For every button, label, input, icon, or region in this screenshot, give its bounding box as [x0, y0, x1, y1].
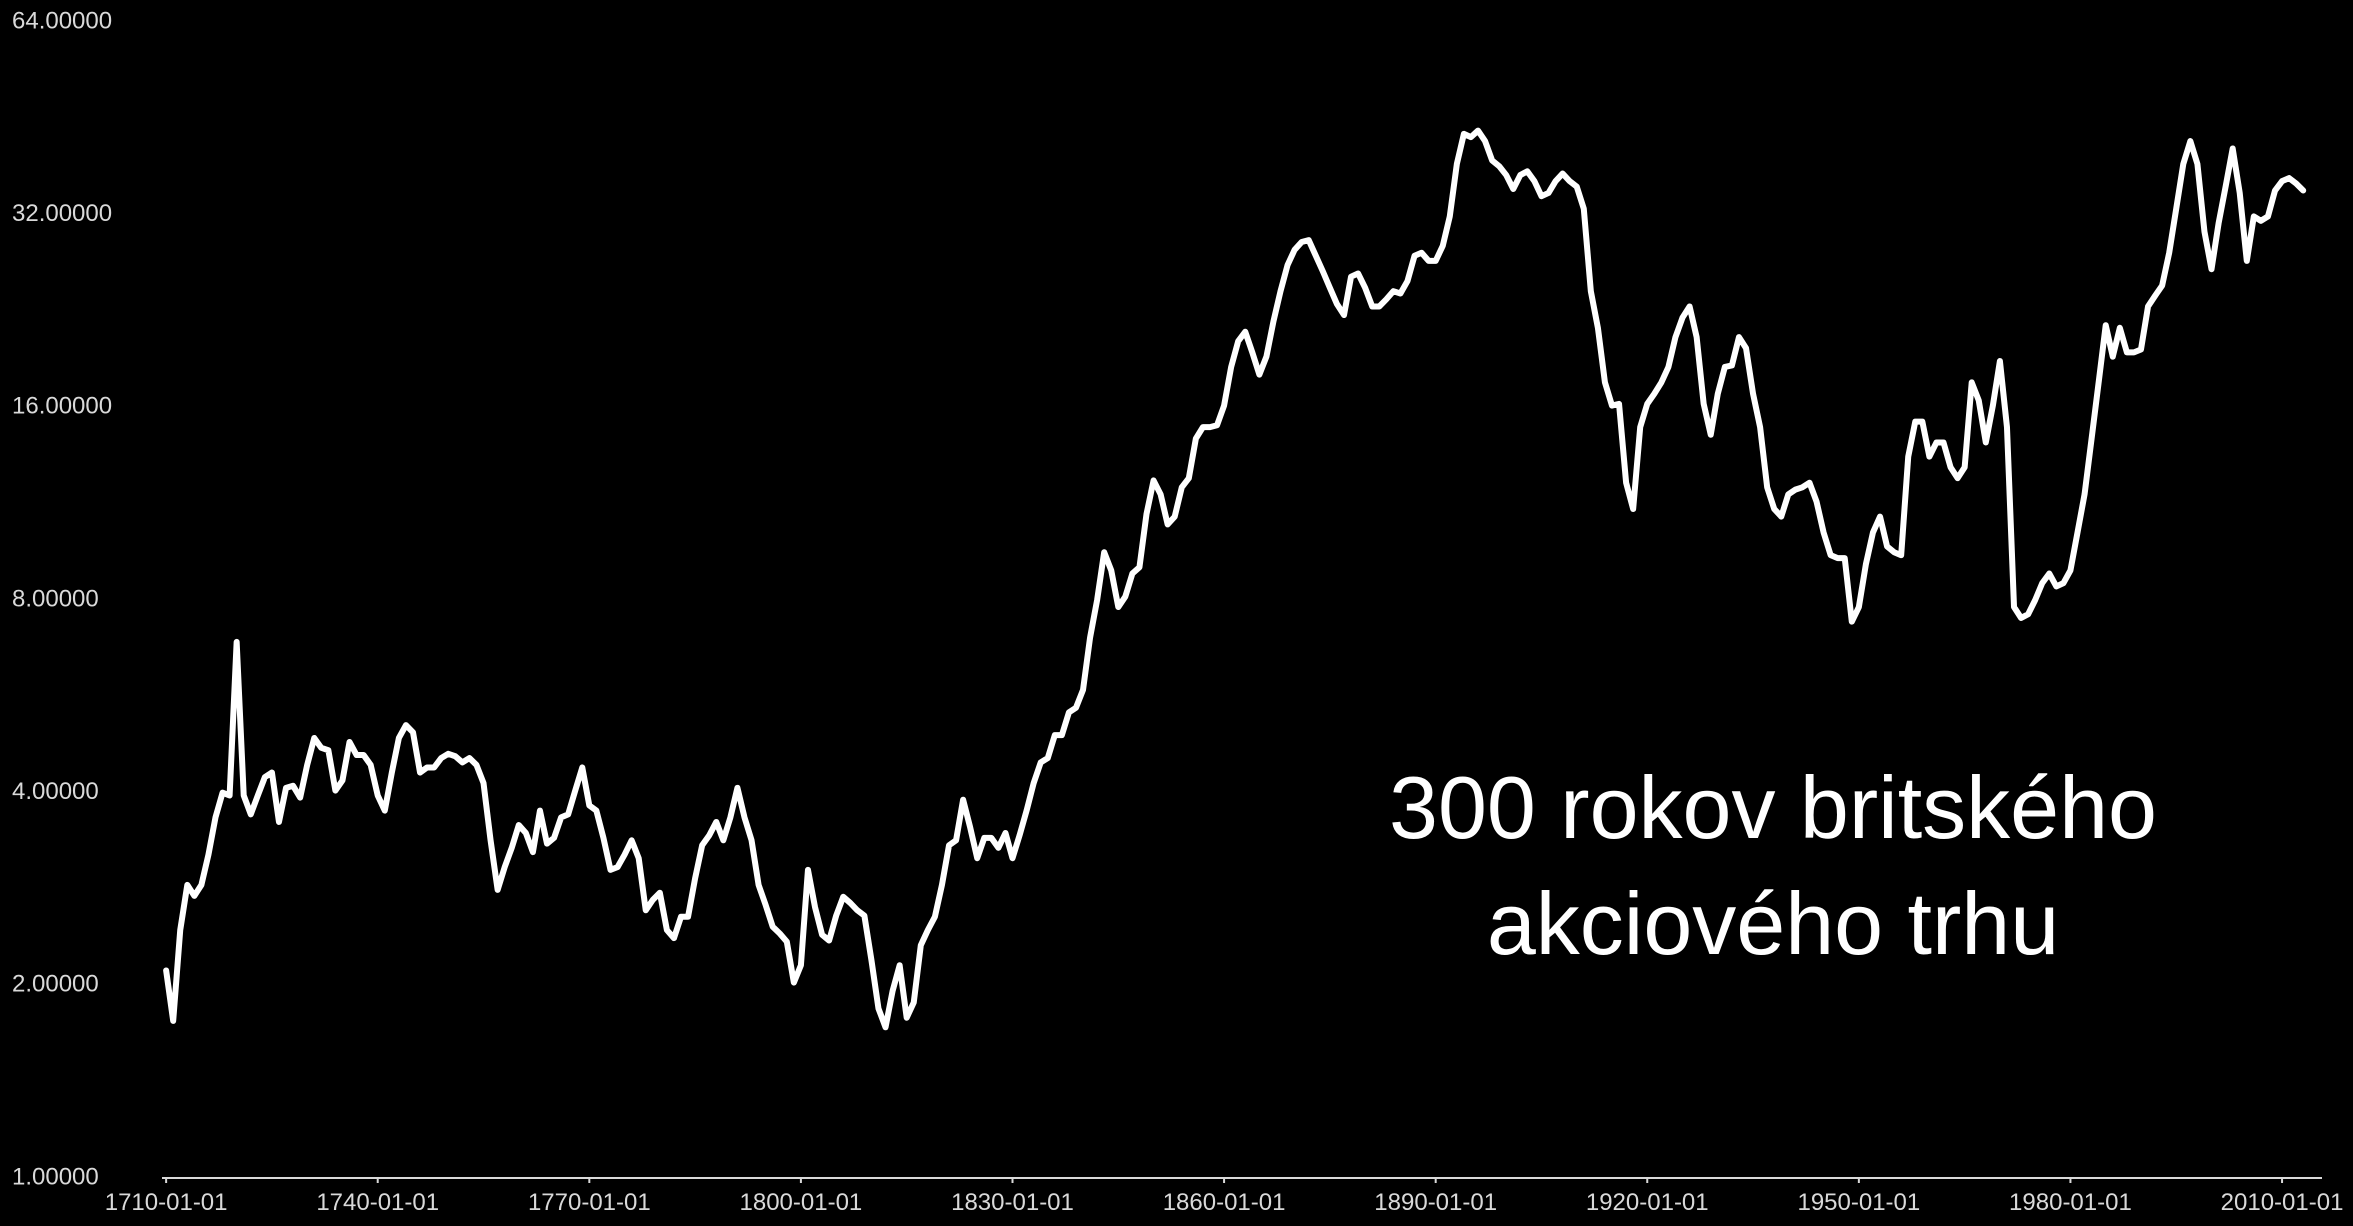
- x-tick-label: 1890-01-01: [1374, 1189, 1497, 1216]
- annotation: 300 rokov britského: [1389, 758, 2157, 857]
- y-tick-label: 8.00000: [12, 585, 99, 612]
- x-tick-label: 1740-01-01: [316, 1189, 439, 1216]
- x-tick-label: 1770-01-01: [528, 1189, 651, 1216]
- data-line: [163, 127, 2307, 1031]
- x-tick-label: 1800-01-01: [740, 1189, 863, 1216]
- x-tick-label: 1830-01-01: [951, 1189, 1074, 1216]
- x-tick-label: 1860-01-01: [1163, 1189, 1286, 1216]
- x-tick-label: 2010-01-01: [2221, 1189, 2344, 1216]
- x-tick-label: 1980-01-01: [2009, 1189, 2132, 1216]
- x-tick-label: 1920-01-01: [1586, 1189, 1709, 1216]
- y-tick-label: 32.00000: [12, 200, 112, 227]
- y-tick-label: 2.00000: [12, 971, 99, 998]
- x-tick-label: 1710-01-01: [105, 1189, 228, 1216]
- y-tick-label: 4.00000: [12, 778, 99, 805]
- x-tick-label: 1950-01-01: [1797, 1189, 1920, 1216]
- annotation: akciového trhu: [1487, 874, 2059, 973]
- y-tick-label: 16.00000: [12, 393, 112, 420]
- y-tick-label: 64.00000: [12, 7, 112, 34]
- y-tick-label: 1.00000: [12, 1163, 99, 1190]
